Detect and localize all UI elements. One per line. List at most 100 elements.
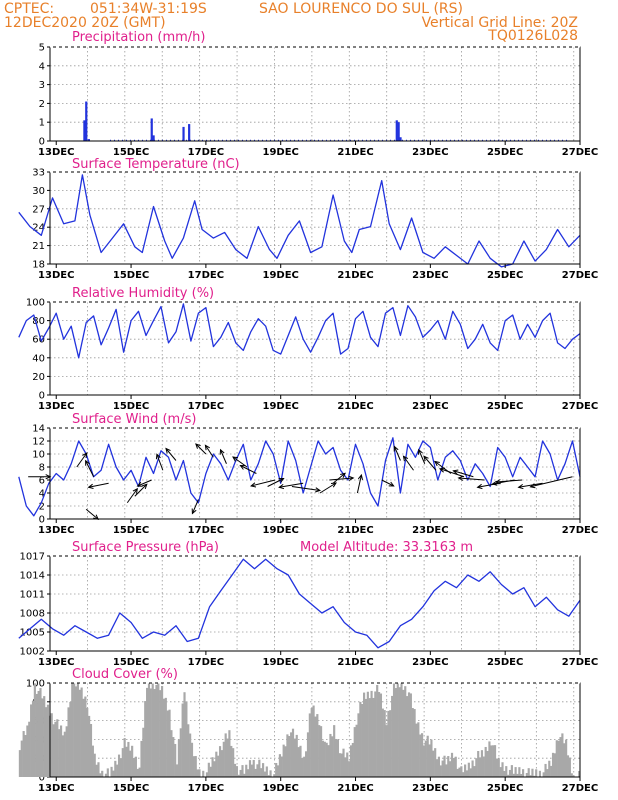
x-tick-label: 25DEC: [487, 783, 523, 794]
cloud-bar: [190, 742, 194, 777]
cloud-bar: [254, 768, 257, 777]
cloud-bar: [260, 768, 263, 777]
x-tick-label: 17DEC: [188, 270, 224, 281]
cloud-bar: [33, 683, 36, 777]
cloud-bar: [275, 762, 278, 777]
wind-arrow: [76, 452, 88, 468]
cloud-bar: [104, 773, 108, 777]
cloud-bar: [168, 709, 171, 777]
cloud-bar: [142, 727, 145, 777]
cloud-bar: [452, 758, 455, 777]
cloud-bar: [525, 773, 528, 777]
cloud-bar: [499, 767, 502, 777]
cloud-bar: [484, 746, 487, 777]
cloud-bar: [430, 739, 433, 777]
wind-arrow: [319, 482, 337, 494]
cloud-bar: [469, 768, 472, 777]
cloud-bar: [220, 750, 224, 777]
cloud-bar: [514, 767, 517, 777]
cloud-bar: [54, 721, 57, 777]
y-tick-label: 12: [32, 437, 45, 448]
wind-arrow-head: [132, 487, 138, 494]
cloud-bar: [37, 690, 40, 777]
cloud-bar: [269, 770, 272, 777]
x-tick-label: 21DEC: [337, 657, 373, 668]
cloud-bar: [389, 710, 392, 777]
wind-arrow-head: [494, 479, 501, 485]
wind-arrow: [195, 443, 207, 455]
x-tick-label: 25DEC: [487, 147, 523, 158]
cloud-bar: [357, 713, 360, 777]
wind-arrow: [156, 454, 164, 471]
cloud-bar: [78, 689, 81, 777]
cloud-bar: [419, 734, 422, 777]
series-line: [18, 303, 581, 359]
series-line: [18, 558, 581, 649]
cloud-bar: [319, 726, 323, 777]
cloud-bar: [531, 768, 534, 777]
wind-arrow: [165, 448, 177, 461]
wind-arrow: [219, 449, 227, 464]
cloud-bar: [535, 769, 538, 777]
x-tick-label: 21DEC: [337, 525, 373, 536]
cloud-bar: [235, 766, 238, 777]
cloud-bar: [291, 728, 295, 777]
cloud-bar: [112, 770, 115, 777]
x-tick-label: 27DEC: [562, 401, 598, 412]
x-tick-label: 27DEC: [562, 147, 598, 158]
cloud-bar: [131, 745, 134, 777]
cloud-bar: [45, 707, 48, 777]
cloud-bar: [101, 770, 104, 777]
cloud-bar: [394, 688, 397, 777]
x-tick-label: 21DEC: [337, 401, 373, 412]
wind-arrow-head: [278, 477, 285, 483]
cloud-bar: [297, 747, 300, 777]
wind-arrow-head: [219, 448, 225, 455]
x-tick-label: 23DEC: [412, 783, 448, 794]
cloud-bar: [93, 753, 96, 777]
cloud-bar: [162, 698, 166, 777]
cloud-bar: [299, 745, 302, 777]
cloud-bar: [493, 745, 497, 777]
cloud-bar: [478, 757, 482, 777]
y-tick-label: 1002: [20, 647, 45, 658]
plot-frame: [49, 301, 581, 396]
cloud-bar: [372, 697, 375, 777]
cloud-bar: [488, 741, 491, 777]
wind-arrow: [137, 479, 152, 487]
cloud-bar: [400, 683, 403, 777]
wind-arrow: [204, 444, 214, 458]
y-tick-label: 0: [39, 515, 45, 526]
cloud-bar: [368, 698, 371, 777]
cloud-bar: [151, 683, 154, 777]
x-tick-label: 19DEC: [263, 657, 299, 668]
x-tick-label: 13DEC: [38, 525, 74, 536]
panel-2: Relative Humidity (%) 0 20 40 60 80 100 13DEC 15…: [18, 286, 598, 412]
y-tick-label: 2: [39, 99, 45, 110]
series-line: [18, 437, 581, 517]
y-tick-label: 80: [32, 316, 45, 327]
panel-title: Surface Temperature (nC): [72, 157, 240, 172]
cloud-bar: [409, 693, 412, 777]
wind-arrow: [453, 470, 474, 478]
cloud-bar: [160, 686, 164, 777]
cloud-bar: [510, 765, 513, 777]
cloud-bar: [183, 692, 186, 777]
header-datetime: 12DEC2020 20Z (GMT): [4, 15, 166, 31]
cloud-bar: [74, 686, 78, 777]
x-tick-label: 27DEC: [562, 270, 598, 281]
cloud-bar: [288, 736, 291, 777]
cloud-bar: [286, 734, 289, 777]
cloud-bar: [164, 697, 167, 777]
cloud-bar: [177, 739, 180, 777]
cloud-bar: [490, 745, 493, 777]
x-tick-label: 21DEC: [337, 147, 373, 158]
cloud-bar: [349, 745, 353, 777]
precip-bar: [150, 118, 153, 141]
cloud-bar: [250, 764, 253, 777]
cloud-bar: [175, 764, 179, 777]
x-tick-label: 17DEC: [188, 401, 224, 412]
cloud-bar: [495, 758, 498, 777]
cloud-bar: [196, 769, 199, 777]
panel-title: Cloud Cover (%): [72, 667, 178, 682]
